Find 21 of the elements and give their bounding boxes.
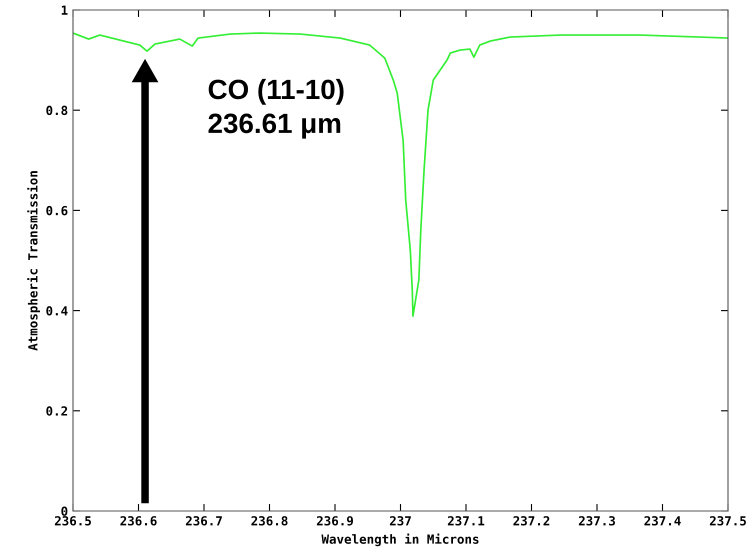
x-tick-label: 236.5 bbox=[54, 516, 91, 526]
y-axis-title: Atmospheric Transmission bbox=[27, 171, 40, 351]
y-tick-label: 0 bbox=[61, 506, 68, 516]
x-tick-label: 236.6 bbox=[120, 516, 157, 526]
y-tick-label: 0.2 bbox=[46, 406, 68, 416]
y-tick-label: 1 bbox=[62, 6, 68, 15]
x-tick-label: 237.5 bbox=[710, 516, 746, 526]
y-tick-label: 0.6 bbox=[46, 206, 68, 216]
annotation: CO (11-10) 236.61 μm bbox=[208, 78, 344, 139]
x-axis-title: Wavelength in Microns bbox=[321, 534, 479, 546]
y-tick-label: 0.8 bbox=[46, 106, 68, 116]
x-tick-label: 236.7 bbox=[186, 516, 222, 526]
x-tick-label: 237.1 bbox=[448, 516, 484, 526]
x-tick-label: 237 bbox=[390, 516, 411, 526]
line-series bbox=[73, 32, 728, 317]
x-tick-label: 237.3 bbox=[578, 516, 616, 526]
x-tick-label: 237.4 bbox=[644, 516, 681, 526]
x-tick-label: 236.9 bbox=[316, 516, 354, 526]
y-tick-label: 0.4 bbox=[46, 306, 68, 316]
x-tick-label: 236.8 bbox=[251, 516, 288, 526]
x-tick-label: 237.2 bbox=[513, 516, 550, 526]
